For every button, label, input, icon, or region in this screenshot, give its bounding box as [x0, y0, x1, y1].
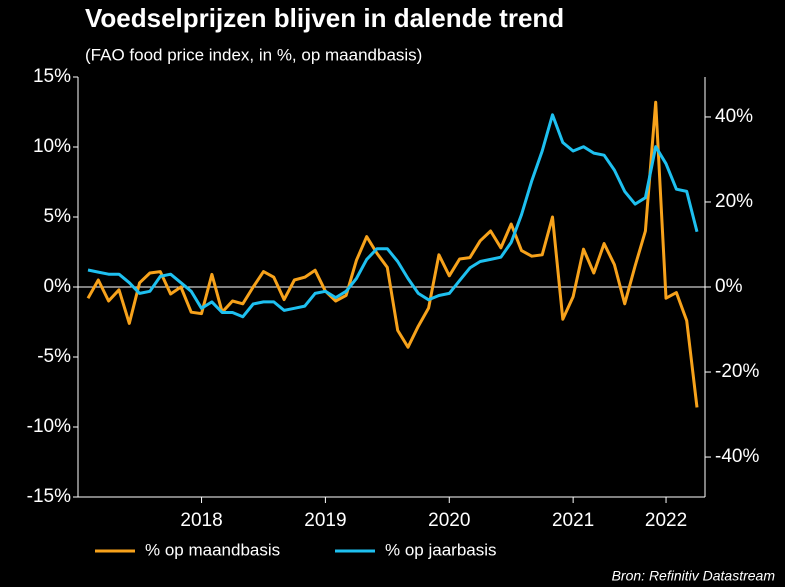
y-tick-label: 15%: [33, 66, 71, 87]
x-tick-label: 2022: [645, 510, 687, 531]
x-tick-label: 2018: [180, 510, 222, 531]
y-tick-label: 0%: [44, 276, 72, 297]
y2-tick-label: -40%: [715, 446, 759, 467]
y-tick-label: 5%: [44, 206, 72, 227]
line-series: [86, 100, 699, 408]
y-tick-label: -10%: [27, 416, 71, 437]
y-tick-label: -5%: [37, 346, 71, 367]
x-tick-label: 2021: [552, 510, 594, 531]
line-series: [87, 113, 699, 319]
y2-tick-label: -20%: [715, 361, 759, 382]
y2-tick-label: 0%: [715, 276, 743, 297]
legend-label: % op maandbasis: [145, 540, 280, 559]
y2-tick-label: 40%: [715, 106, 753, 127]
x-tick-label: 2019: [304, 510, 346, 531]
legend-label: % op jaarbasis: [385, 540, 497, 559]
y2-tick-label: 20%: [715, 191, 753, 212]
chart-subtitle: (FAO food price index, in %, op maandbas…: [85, 45, 422, 64]
chart-title: Voedselprijzen blijven in dalende trend: [85, 3, 564, 33]
source: Bron: Refinitiv Datastream: [612, 568, 776, 584]
y-tick-label: 10%: [33, 136, 71, 157]
y-tick-label: -15%: [27, 486, 71, 507]
x-tick-label: 2020: [428, 510, 470, 531]
